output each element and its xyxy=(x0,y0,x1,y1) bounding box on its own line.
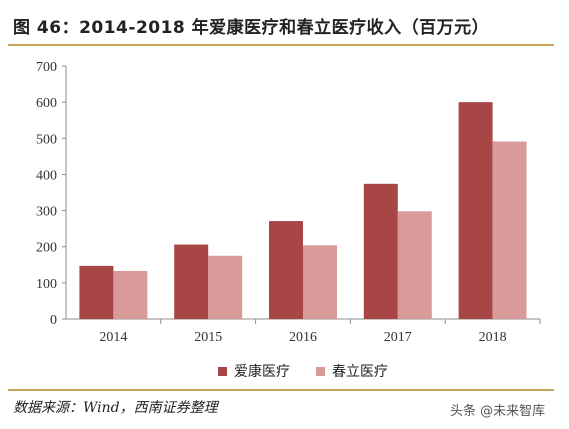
source-divider xyxy=(8,389,554,391)
x-tick-label: 2017 xyxy=(384,330,412,345)
y-tick-label: 400 xyxy=(36,168,57,183)
legend-item-chunli: 春立医疗 xyxy=(316,361,388,381)
y-tick-label: 0 xyxy=(50,313,57,328)
legend-label-chunli: 春立医疗 xyxy=(332,364,388,380)
source-note: 数据来源：Wind，西南证券整理 xyxy=(13,400,218,416)
bar-chunli-2015 xyxy=(208,255,243,319)
x-tick-label: 2018 xyxy=(479,330,507,345)
legend-label-aikang: 爱康医疗 xyxy=(234,364,290,380)
bar-aikang-2015 xyxy=(174,244,209,319)
y-tick-label: 100 xyxy=(36,277,57,292)
watermark: 头条 @未来智库 xyxy=(450,404,546,419)
y-tick-label: 500 xyxy=(36,132,57,147)
y-tick-label: 600 xyxy=(36,96,57,111)
legend-item-aikang: 爱康医疗 xyxy=(218,361,290,381)
figure-title: 图 46：2014-2018 年爱康医疗和春立医疗收入（百万元） xyxy=(13,18,490,38)
bar-aikang-2016 xyxy=(269,221,303,319)
bar-chunli-2018 xyxy=(492,141,527,319)
x-tick-label: 2016 xyxy=(289,330,317,345)
chart-legend: 爱康医疗 春立医疗 xyxy=(218,361,388,381)
bar-aikang-2014 xyxy=(79,265,114,319)
bar-chunli-2016 xyxy=(303,245,337,319)
y-tick-label: 700 xyxy=(36,60,57,75)
legend-swatch-aikang xyxy=(218,366,227,376)
title-divider xyxy=(8,44,554,46)
bar-chunli-2017 xyxy=(397,211,432,319)
y-tick-label: 200 xyxy=(36,241,57,256)
x-tick-label: 2014 xyxy=(99,330,127,345)
y-tick-label: 300 xyxy=(36,205,57,220)
bar-aikang-2018 xyxy=(458,102,493,320)
x-tick-label: 2015 xyxy=(194,330,222,345)
bar-aikang-2017 xyxy=(363,183,398,319)
legend-swatch-chunli xyxy=(316,366,325,376)
bar-chunli-2014 xyxy=(113,270,148,319)
